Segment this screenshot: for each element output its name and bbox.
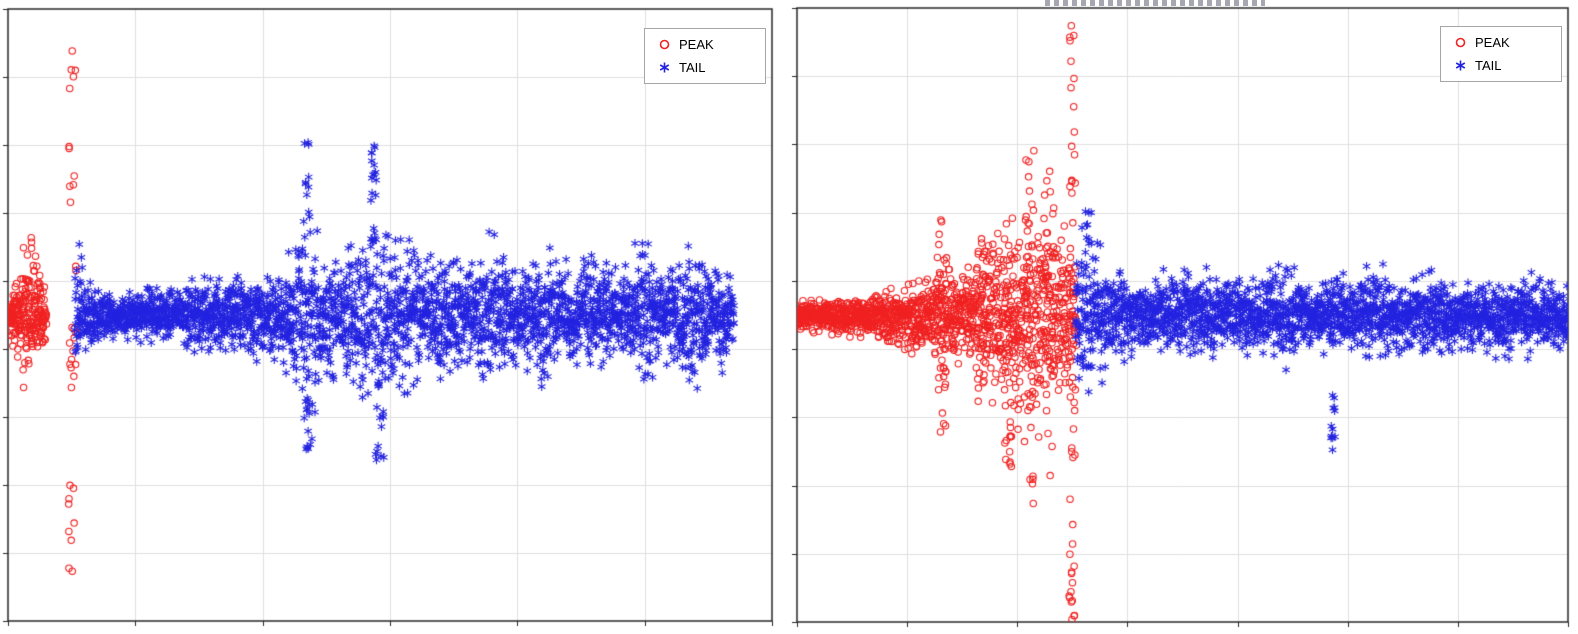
legend-entry-tail: TAIL <box>649 56 755 79</box>
legend-label-peak: PEAK <box>679 37 714 52</box>
peak-circle-marker-icon <box>1445 36 1475 49</box>
legend-entry-peak: PEAK <box>1445 31 1551 54</box>
tail-asterisk-marker-icon <box>1445 59 1475 72</box>
left-scatter-plot-canvas <box>0 0 780 634</box>
left-plot-legend: PEAK TAIL <box>644 28 766 84</box>
legend-label-peak: PEAK <box>1475 35 1510 50</box>
right-scatter-plot-canvas <box>780 0 1578 634</box>
legend-label-tail: TAIL <box>1475 58 1502 73</box>
legend-entry-tail: TAIL <box>1445 54 1551 77</box>
peak-circle-marker-icon <box>649 38 679 51</box>
right-plot-legend: PEAK TAIL <box>1440 26 1562 82</box>
legend-entry-peak: PEAK <box>649 33 755 56</box>
tail-asterisk-marker-icon <box>649 61 679 74</box>
legend-label-tail: TAIL <box>679 60 706 75</box>
cropped-title-remnant <box>1045 0 1265 6</box>
